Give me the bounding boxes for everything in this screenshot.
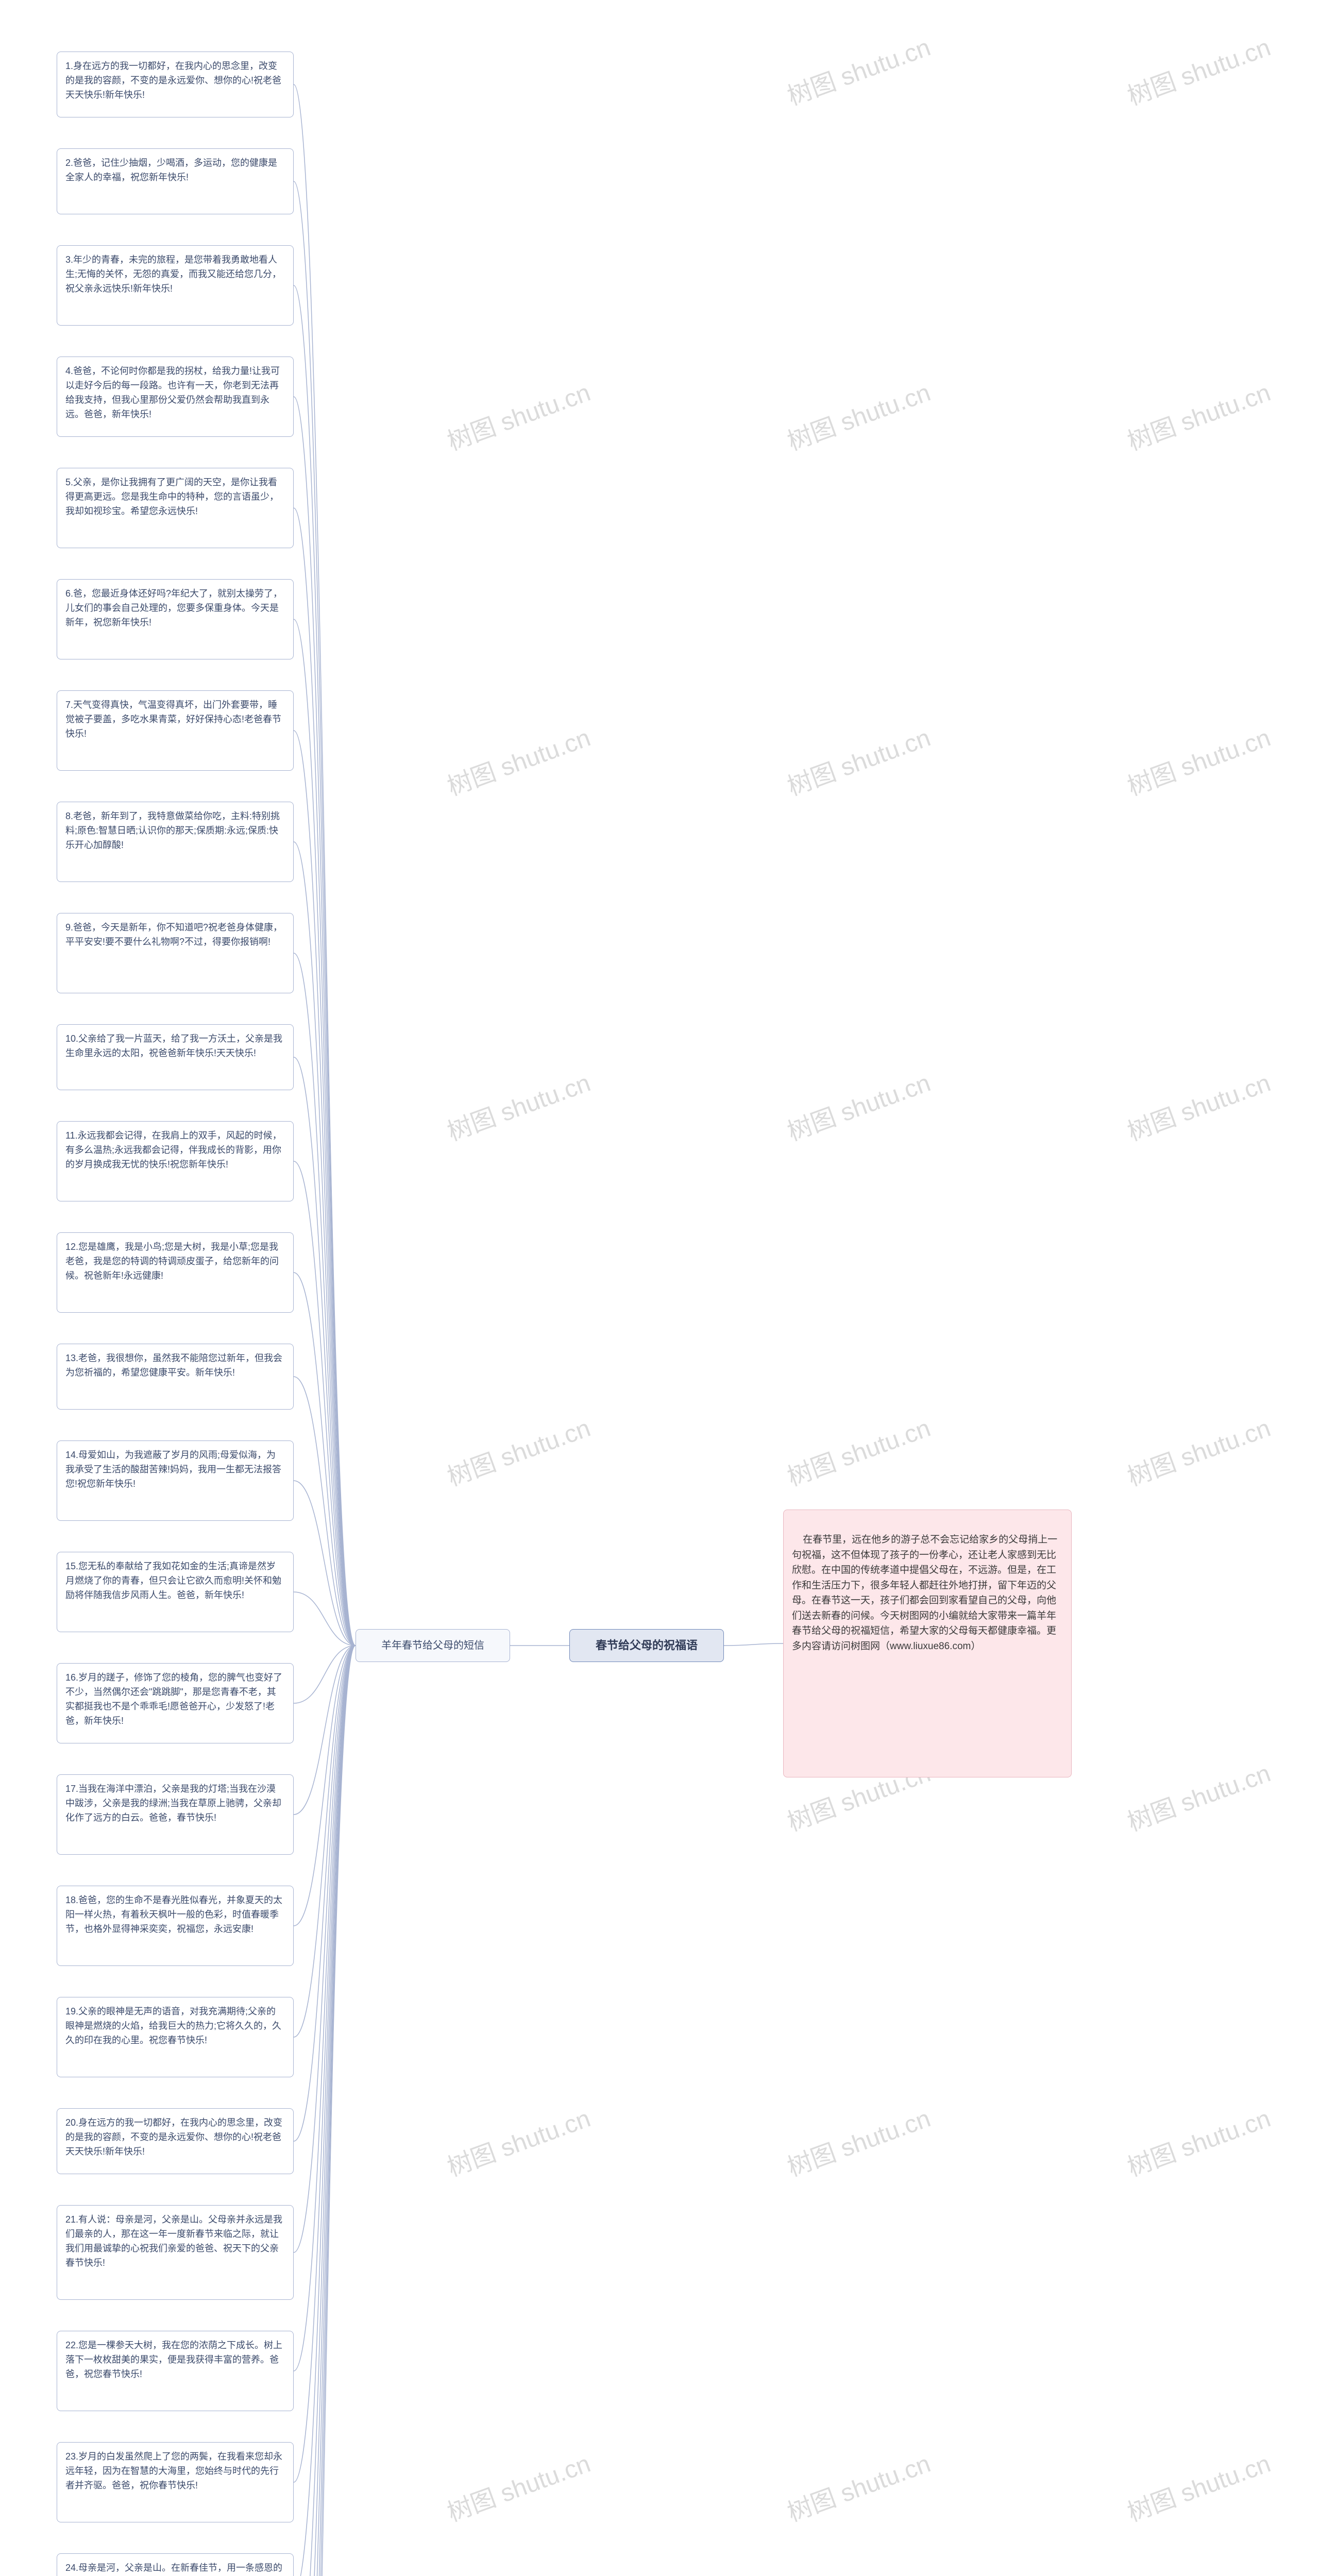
leaf-node[interactable]: 10.父亲给了我一片蓝天，给了我一方沃土，父亲是我生命里永远的太阳，祝爸爸新年快… [57, 1024, 294, 1090]
leaf-node[interactable]: 15.您无私的奉献给了我如花如金的生活;真谛是然岁月燃烧了你的青春，但只会让它欲… [57, 1552, 294, 1632]
leaf-text: 8.老爸，新年到了，我特意做菜给你吃，主料:特别挑料;原色:智慧日晒;认识你的那… [65, 811, 280, 850]
leaf-text: 4.爸爸，不论何时你都是我的拐杖，给我力量!让我可以走好今后的每一段路。也许有一… [65, 366, 280, 419]
watermark: 树图 shutu.cn [782, 27, 935, 112]
leaf-node[interactable]: 8.老爸，新年到了，我特意做菜给你吃，主料:特别挑料;原色:智慧日晒;认识你的那… [57, 802, 294, 882]
watermark: 树图 shutu.cn [442, 717, 595, 802]
leaf-text: 16.岁月的蹉子，修饰了您的棱角，您的脾气也变好了不少，当然偶尔还会"跳跳脚"，… [65, 1672, 282, 1726]
leaf-node[interactable]: 1.身在远方的我一切都好，在我内心的思念里，改变的是我的容颜，不变的是永远爱你、… [57, 52, 294, 117]
leaf-text: 14.母爱如山，为我遮蔽了岁月的风雨;母爱似海，为我承受了生活的酸甜苦辣!妈妈，… [65, 1450, 281, 1489]
center-node[interactable]: 羊年春节给父母的短信 [356, 1629, 510, 1662]
leaf-node[interactable]: 24.母亲是河，父亲是山。在新春佳节，用一条感恩的短信问候您最亲的爸爸妈妈，祝天… [57, 2553, 294, 2576]
leaf-node[interactable]: 22.您是一棵参天大树，我在您的浓荫之下成长。树上落下一枚枚甜美的果实，便是我获… [57, 2331, 294, 2411]
watermark: 树图 shutu.cn [442, 1408, 595, 1493]
watermark: 树图 shutu.cn [1122, 1408, 1275, 1493]
watermark: 树图 shutu.cn [782, 2098, 935, 2183]
watermark: 树图 shutu.cn [442, 1062, 595, 1147]
leaf-node[interactable]: 6.爸，您最近身体还好吗?年纪大了，就别太操劳了，儿女们的事会自己处理的，您要多… [57, 579, 294, 659]
leaf-node[interactable]: 18.爸爸，您的生命不是春光胜似春光，并象夏天的太阳一样火热，有着秋天枫叶一般的… [57, 1886, 294, 1966]
leaf-text: 19.父亲的眼神是无声的语音，对我充满期待;父亲的眼神是燃烧的火焰，给我巨大的热… [65, 2006, 281, 2045]
watermark: 树图 shutu.cn [782, 1408, 935, 1493]
leaf-node[interactable]: 14.母爱如山，为我遮蔽了岁月的风雨;母爱似海，为我承受了生活的酸甜苦辣!妈妈，… [57, 1440, 294, 1521]
leaf-node[interactable]: 20.身在远方的我一切都好，在我内心的思念里，改变的是我的容颜，不变的是永远爱你… [57, 2108, 294, 2174]
leaf-node[interactable]: 5.父亲，是你让我拥有了更广阔的天空，是你让我看得更高更远。您是我生命中的特种，… [57, 468, 294, 548]
watermark: 树图 shutu.cn [1122, 2443, 1275, 2528]
leaf-text: 5.父亲，是你让我拥有了更广阔的天空，是你让我看得更高更远。您是我生命中的特种，… [65, 477, 279, 516]
leaf-text: 20.身在远方的我一切都好，在我内心的思念里，改变的是我的容颜，不变的是永远爱你… [65, 2117, 282, 2157]
watermark: 树图 shutu.cn [1122, 2098, 1275, 2183]
leaf-node[interactable]: 12.您是雄鹰，我是小鸟;您是大树，我是小草;您是我老爸，我是您的特调的特调顽皮… [57, 1232, 294, 1313]
leaf-node[interactable]: 3.年少的青春，未完的旅程，是您带着我勇敢地看人生;无悔的关怀，无怨的真爱，而我… [57, 245, 294, 326]
leaf-node[interactable]: 7.天气变得真快，气温变得真坏，出门外套要带，睡觉被子要盖，多吃水果青菜，好好保… [57, 690, 294, 771]
watermark: 树图 shutu.cn [1122, 1062, 1275, 1147]
watermark: 树图 shutu.cn [442, 2443, 595, 2528]
leaf-node[interactable]: 11.永远我都会记得，在我肩上的双手，风起的时候，有多么温热;永远我都会记得，伴… [57, 1121, 294, 1201]
watermark: 树图 shutu.cn [1122, 372, 1275, 457]
leaf-text: 2.爸爸，记住少抽烟，少喝酒，多运动，您的健康是全家人的幸福，祝您新年快乐! [65, 158, 277, 182]
leaf-text: 15.您无私的奉献给了我如花如金的生活;真谛是然岁月燃烧了你的青春，但只会让它欲… [65, 1561, 281, 1600]
leaf-node[interactable]: 19.父亲的眼神是无声的语音，对我充满期待;父亲的眼神是燃烧的火焰，给我巨大的热… [57, 1997, 294, 2077]
leaf-text: 18.爸爸，您的生命不是春光胜似春光，并象夏天的太阳一样火热，有着秋天枫叶一般的… [65, 1895, 282, 1934]
leaf-text: 23.岁月的白发虽然爬上了您的两鬓，在我看来您却永远年轻，因为在智慧的大海里，您… [65, 2451, 282, 2490]
leaf-node[interactable]: 4.爸爸，不论何时你都是我的拐杖，给我力量!让我可以走好今后的每一段路。也许有一… [57, 357, 294, 437]
root-label: 春节给父母的祝福语 [596, 1637, 698, 1654]
watermark: 树图 shutu.cn [442, 372, 595, 457]
leaf-node[interactable]: 21.有人说：母亲是河，父亲是山。父母亲并永远是我们最亲的人，那在这一年一度新春… [57, 2205, 294, 2300]
right-card-text: 在春节里，远在他乡的游子总不会忘记给家乡的父母捎上一句祝福，这不但体现了孩子的一… [792, 1534, 1057, 1651]
leaf-text: 13.老爸，我很想你，虽然我不能陪您过新年，但我会为您祈福的，希望您健康平安。新… [65, 1353, 282, 1378]
leaf-text: 11.永远我都会记得，在我肩上的双手，风起的时候，有多么温热;永远我都会记得，伴… [65, 1130, 282, 1170]
leaf-text: 10.父亲给了我一片蓝天，给了我一方沃土，父亲是我生命里永远的太阳，祝爸爸新年快… [65, 1033, 282, 1058]
leaf-node[interactable]: 23.岁月的白发虽然爬上了您的两鬓，在我看来您却永远年轻，因为在智慧的大海里，您… [57, 2442, 294, 2522]
watermark: 树图 shutu.cn [1122, 27, 1275, 112]
watermark: 树图 shutu.cn [1122, 717, 1275, 802]
watermark: 树图 shutu.cn [442, 2098, 595, 2183]
mindmap-diagram: 树图 shutu.cn 树图 shutu.cn 树图 shutu.cn 树图 shut… [0, 0, 1319, 2576]
leaf-node[interactable]: 13.老爸，我很想你，虽然我不能陪您过新年，但我会为您祈福的，希望您健康平安。新… [57, 1344, 294, 1410]
watermark: 树图 shutu.cn [782, 372, 935, 457]
leaf-text: 17.当我在海洋中漂泊，父亲是我的灯塔;当我在沙漠中跋涉，父亲是我的绿洲;当我在… [65, 1784, 281, 1823]
leaf-text: 12.您是雄鹰，我是小鸟;您是大树，我是小草;您是我老爸，我是您的特调的特调顽皮… [65, 1242, 279, 1281]
watermark: 树图 shutu.cn [782, 2443, 935, 2528]
leaf-text: 21.有人说：母亲是河，父亲是山。父母亲并永远是我们最亲的人，那在这一年一度新春… [65, 2214, 282, 2268]
leaf-node[interactable]: 2.爸爸，记住少抽烟，少喝酒，多运动，您的健康是全家人的幸福，祝您新年快乐! [57, 148, 294, 214]
watermark: 树图 shutu.cn [782, 1062, 935, 1147]
leaf-text: 22.您是一棵参天大树，我在您的浓荫之下成长。树上落下一枚枚甜美的果实，便是我获… [65, 2340, 282, 2379]
right-description-card[interactable]: 在春节里，远在他乡的游子总不会忘记给家乡的父母捎上一句祝福，这不但体现了孩子的一… [783, 1510, 1072, 1777]
leaf-text: 1.身在远方的我一切都好，在我内心的思念里，改变的是我的容颜，不变的是永远爱你、… [65, 61, 281, 100]
leaf-node[interactable]: 16.岁月的蹉子，修饰了您的棱角，您的脾气也变好了不少，当然偶尔还会"跳跳脚"，… [57, 1663, 294, 1743]
leaf-node[interactable]: 9.爸爸，今天是新年，你不知道吧?祝老爸身体健康，平平安安!要不要什么礼物啊?不… [57, 913, 294, 993]
leaf-text: 3.年少的青春，未完的旅程，是您带着我勇敢地看人生;无悔的关怀，无怨的真爱，而我… [65, 255, 281, 294]
root-node[interactable]: 春节给父母的祝福语 [569, 1629, 724, 1662]
watermark: 树图 shutu.cn [1122, 1753, 1275, 1838]
leaf-text: 7.天气变得真快，气温变得真坏，出门外套要带，睡觉被子要盖，多吃水果青菜，好好保… [65, 700, 281, 739]
leaf-text: 24.母亲是河，父亲是山。在新春佳节，用一条感恩的短信问候您最亲的爸爸妈妈，祝天… [65, 2563, 282, 2576]
center-label: 羊年春节给父母的短信 [381, 1638, 484, 1654]
leaf-text: 9.爸爸，今天是新年，你不知道吧?祝老爸身体健康，平平安安!要不要什么礼物啊?不… [65, 922, 282, 947]
watermark: 树图 shutu.cn [782, 717, 935, 802]
leaf-node[interactable]: 17.当我在海洋中漂泊，父亲是我的灯塔;当我在沙漠中跋涉，父亲是我的绿洲;当我在… [57, 1774, 294, 1855]
leaf-text: 6.爸，您最近身体还好吗?年纪大了，就别太操劳了，儿女们的事会自己处理的，您要多… [65, 588, 282, 628]
